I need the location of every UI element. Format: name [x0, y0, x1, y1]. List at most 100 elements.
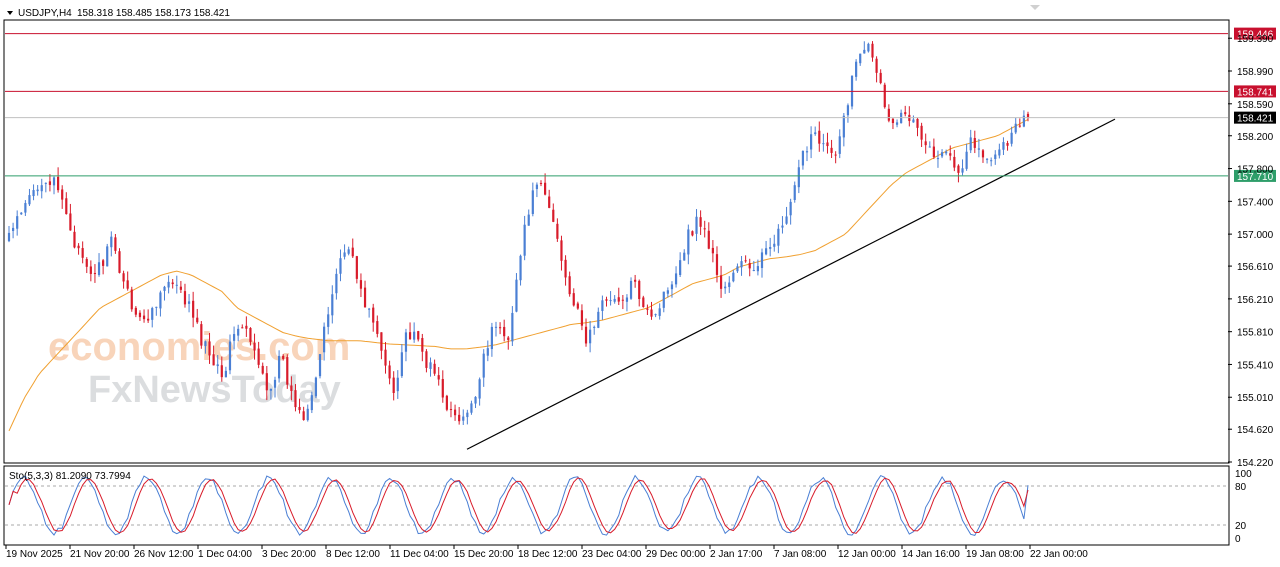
candle [990, 157, 993, 167]
candle [764, 240, 768, 256]
candle [462, 409, 465, 425]
candle [904, 105, 907, 117]
candle [932, 138, 935, 160]
candle [875, 56, 878, 83]
candle [846, 103, 850, 123]
candle [613, 295, 616, 304]
candle [752, 260, 755, 272]
candle [388, 360, 391, 385]
candles [7, 41, 1030, 425]
candle [89, 260, 92, 282]
candle [306, 404, 309, 422]
time-axis: 19 Nov 2025 21 Nov 20:00 26 Nov 12:00 1 Dec… [5, 545, 1088, 560]
candle [97, 253, 101, 277]
candle [445, 394, 448, 412]
candle [106, 243, 109, 267]
candle [593, 325, 596, 335]
candle [953, 149, 956, 172]
y-tick-label: 156.610 [1237, 262, 1274, 273]
candle [159, 290, 162, 317]
candle [347, 246, 350, 256]
candle [658, 303, 661, 320]
candle [584, 318, 588, 347]
symbol-label: USDJPY,H4 [18, 8, 72, 19]
y-tick-label: 157.400 [1237, 197, 1274, 208]
candle [826, 132, 829, 154]
candle [707, 222, 710, 250]
candle [1026, 111, 1030, 122]
candle [331, 285, 334, 324]
candle [797, 159, 800, 194]
candle [732, 269, 735, 283]
candle [404, 328, 408, 362]
candle [789, 198, 792, 225]
y-tick-label: 154.620 [1237, 425, 1274, 436]
moving-average [8, 118, 1029, 432]
collapse-triangle-icon[interactable] [7, 11, 13, 15]
candle [363, 280, 367, 308]
candle [879, 69, 882, 85]
level-price-tag: 158.741 [1234, 85, 1276, 98]
candle [400, 344, 403, 378]
trendline[interactable] [466, 118, 1116, 450]
candle [936, 150, 940, 168]
candle [760, 248, 764, 278]
candle [891, 117, 895, 130]
candle [355, 255, 358, 284]
x-tick-label: 12 Jan 00:00 [838, 549, 896, 560]
candle [556, 218, 559, 242]
candle [490, 322, 493, 357]
x-tick-label: 15 Dec 20:00 [454, 549, 514, 560]
candle [277, 350, 281, 383]
candle [998, 143, 1001, 159]
candle [801, 150, 805, 170]
candle [519, 254, 522, 286]
candle [629, 277, 633, 300]
x-tick-label: 7 Jan 08:00 [774, 549, 827, 560]
candle [298, 398, 301, 414]
candle [957, 164, 960, 183]
candle [539, 180, 543, 187]
candle [118, 248, 121, 274]
candle [830, 139, 833, 159]
candle [392, 371, 395, 401]
candle [687, 224, 690, 265]
candle [482, 349, 485, 387]
y-tick-label: 155.010 [1237, 393, 1274, 404]
candle [453, 404, 457, 421]
candle [773, 234, 776, 252]
candle [310, 391, 313, 414]
candle [130, 286, 133, 312]
candle [265, 366, 268, 401]
candle [642, 295, 645, 308]
candle [634, 274, 637, 288]
stochastic-scale-label: 100 [1235, 469, 1252, 480]
level-price-tag: 159.446 [1234, 27, 1276, 41]
candle [200, 321, 203, 349]
candle [621, 294, 624, 310]
candle [683, 249, 686, 261]
stochastic-oscillator: 100 80 20 0 [5, 469, 1252, 545]
candle [458, 406, 461, 425]
candle [433, 359, 436, 376]
candle [724, 281, 727, 294]
ohlc-values: 158.318 158.485 158.173 158.421 [77, 8, 230, 19]
candle [867, 42, 870, 53]
price-axis: 159.390 158.990 158.590 158.200 157.800 157.4… [1228, 34, 1274, 469]
candle [552, 203, 555, 223]
candle [147, 309, 150, 323]
candle [228, 334, 232, 375]
x-tick-label: 1 Dec 04:00 [198, 549, 252, 560]
candle [486, 340, 489, 362]
candle [224, 366, 227, 378]
candle [498, 322, 502, 335]
shift-marker-icon[interactable] [1030, 5, 1040, 10]
candle [662, 291, 665, 313]
candle [253, 333, 256, 360]
candle [544, 173, 547, 196]
candle [646, 304, 649, 316]
candle [912, 115, 915, 123]
level-price-tag: 158.421 [1234, 111, 1276, 125]
candle [421, 333, 424, 362]
candle [417, 330, 420, 342]
